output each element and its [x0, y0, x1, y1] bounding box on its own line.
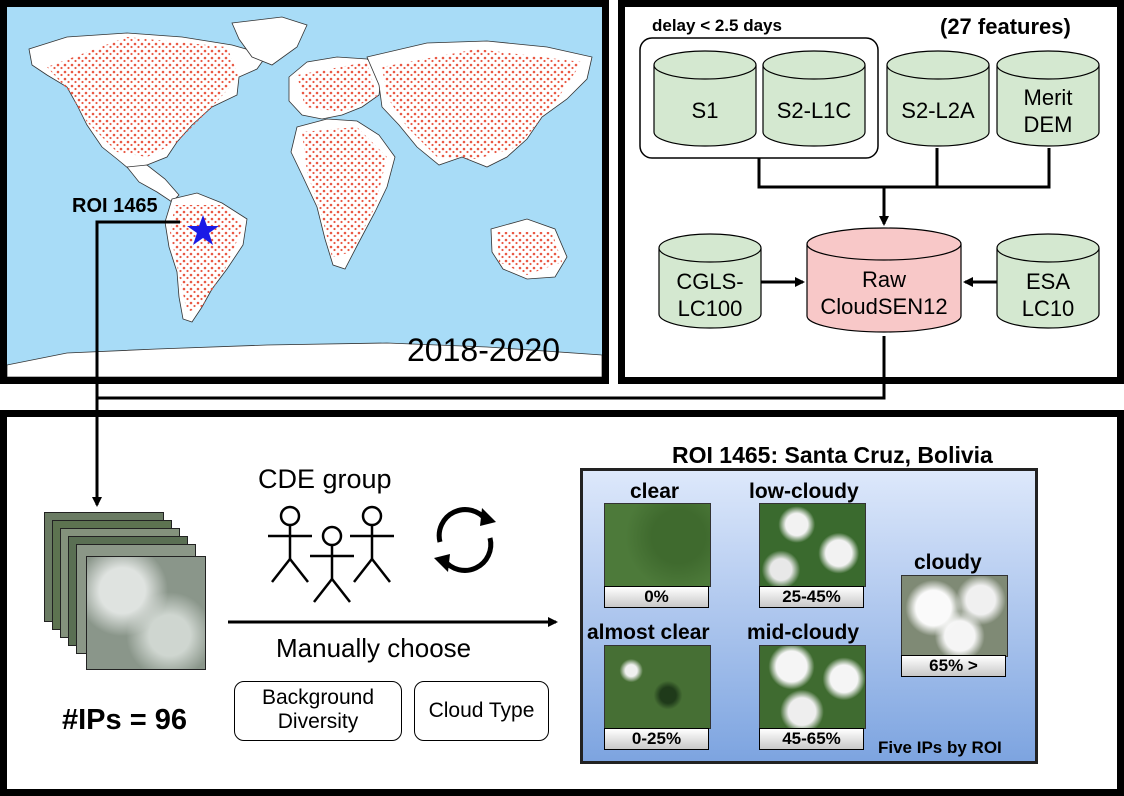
esa-label-2: LC10	[1021, 296, 1075, 321]
roi-panel-title: ROI 1465: Santa Cruz, Bolivia	[672, 442, 993, 468]
esa-label-1: ESA	[1025, 269, 1071, 294]
background-diversity-line2: Diversity	[277, 710, 359, 733]
cat-almost-clear-label: almost clear	[587, 621, 710, 644]
people-icon	[268, 505, 394, 603]
manually-choose-label: Manually choose	[276, 633, 472, 663]
ips-count: #IPs = 96	[62, 704, 187, 736]
sample-points	[47, 37, 582, 312]
features-label: (27 features)	[940, 14, 1071, 39]
image-stack	[44, 512, 214, 672]
mid-cloudy-thumbnail	[759, 645, 866, 729]
cat-mid-cloudy-label: mid-cloudy	[747, 621, 860, 644]
refresh-cycle-icon	[434, 507, 496, 573]
roi-panel-footer: Five IPs by ROI	[878, 738, 1002, 757]
cloud-type-label: Cloud Type	[428, 699, 535, 722]
cat-cloudy-label: cloudy	[914, 551, 982, 574]
background-diversity-line1: Background	[261, 686, 375, 709]
s2l2a-label: S2-L2A	[901, 98, 975, 123]
almost-clear-thumbnail	[604, 645, 711, 729]
cloudy-thumbnail	[901, 575, 1008, 657]
raw-label-2: CloudSEN12	[820, 294, 948, 319]
world-map	[7, 7, 602, 377]
low-cloudy-thumbnail	[759, 503, 866, 587]
merit-label-2: DEM	[1023, 112, 1073, 137]
data-sources-panel	[618, 0, 1124, 384]
cloud-type-pill: Cloud Type	[414, 681, 549, 741]
world-map-panel: ROI 1465 2018-2020	[0, 0, 609, 384]
roi-label: ROI 1465	[72, 195, 158, 217]
selection-panel	[0, 410, 1124, 796]
roi-star-icon	[187, 215, 219, 245]
delay-label: delay < 2.5 days	[652, 16, 782, 35]
cat-low-cloudy-label: low-cloudy	[749, 480, 859, 503]
cgls-label-2: LC100	[677, 296, 743, 321]
merit-label-1: Merit	[1023, 85, 1073, 110]
period-label: 2018-2020	[407, 332, 561, 368]
mid-cloudy-pct: 45-65%	[759, 728, 864, 750]
background-diversity-pill: Background Diversity	[234, 681, 402, 741]
cloudy-pct: 65% >	[901, 655, 1006, 677]
raw-label-1: Raw	[861, 267, 906, 292]
cgls-label-1: CGLS-	[676, 269, 744, 294]
clear-pct: 0%	[604, 586, 709, 608]
cde-group-label: CDE group	[258, 464, 392, 494]
s2l1c-label: S2-L1C	[776, 98, 852, 123]
cat-clear-label: clear	[630, 480, 680, 503]
clear-thumbnail	[604, 503, 711, 587]
low-cloudy-pct: 25-45%	[759, 586, 864, 608]
almost-clear-pct: 0-25%	[604, 728, 709, 750]
s1-label: S1	[691, 98, 719, 123]
